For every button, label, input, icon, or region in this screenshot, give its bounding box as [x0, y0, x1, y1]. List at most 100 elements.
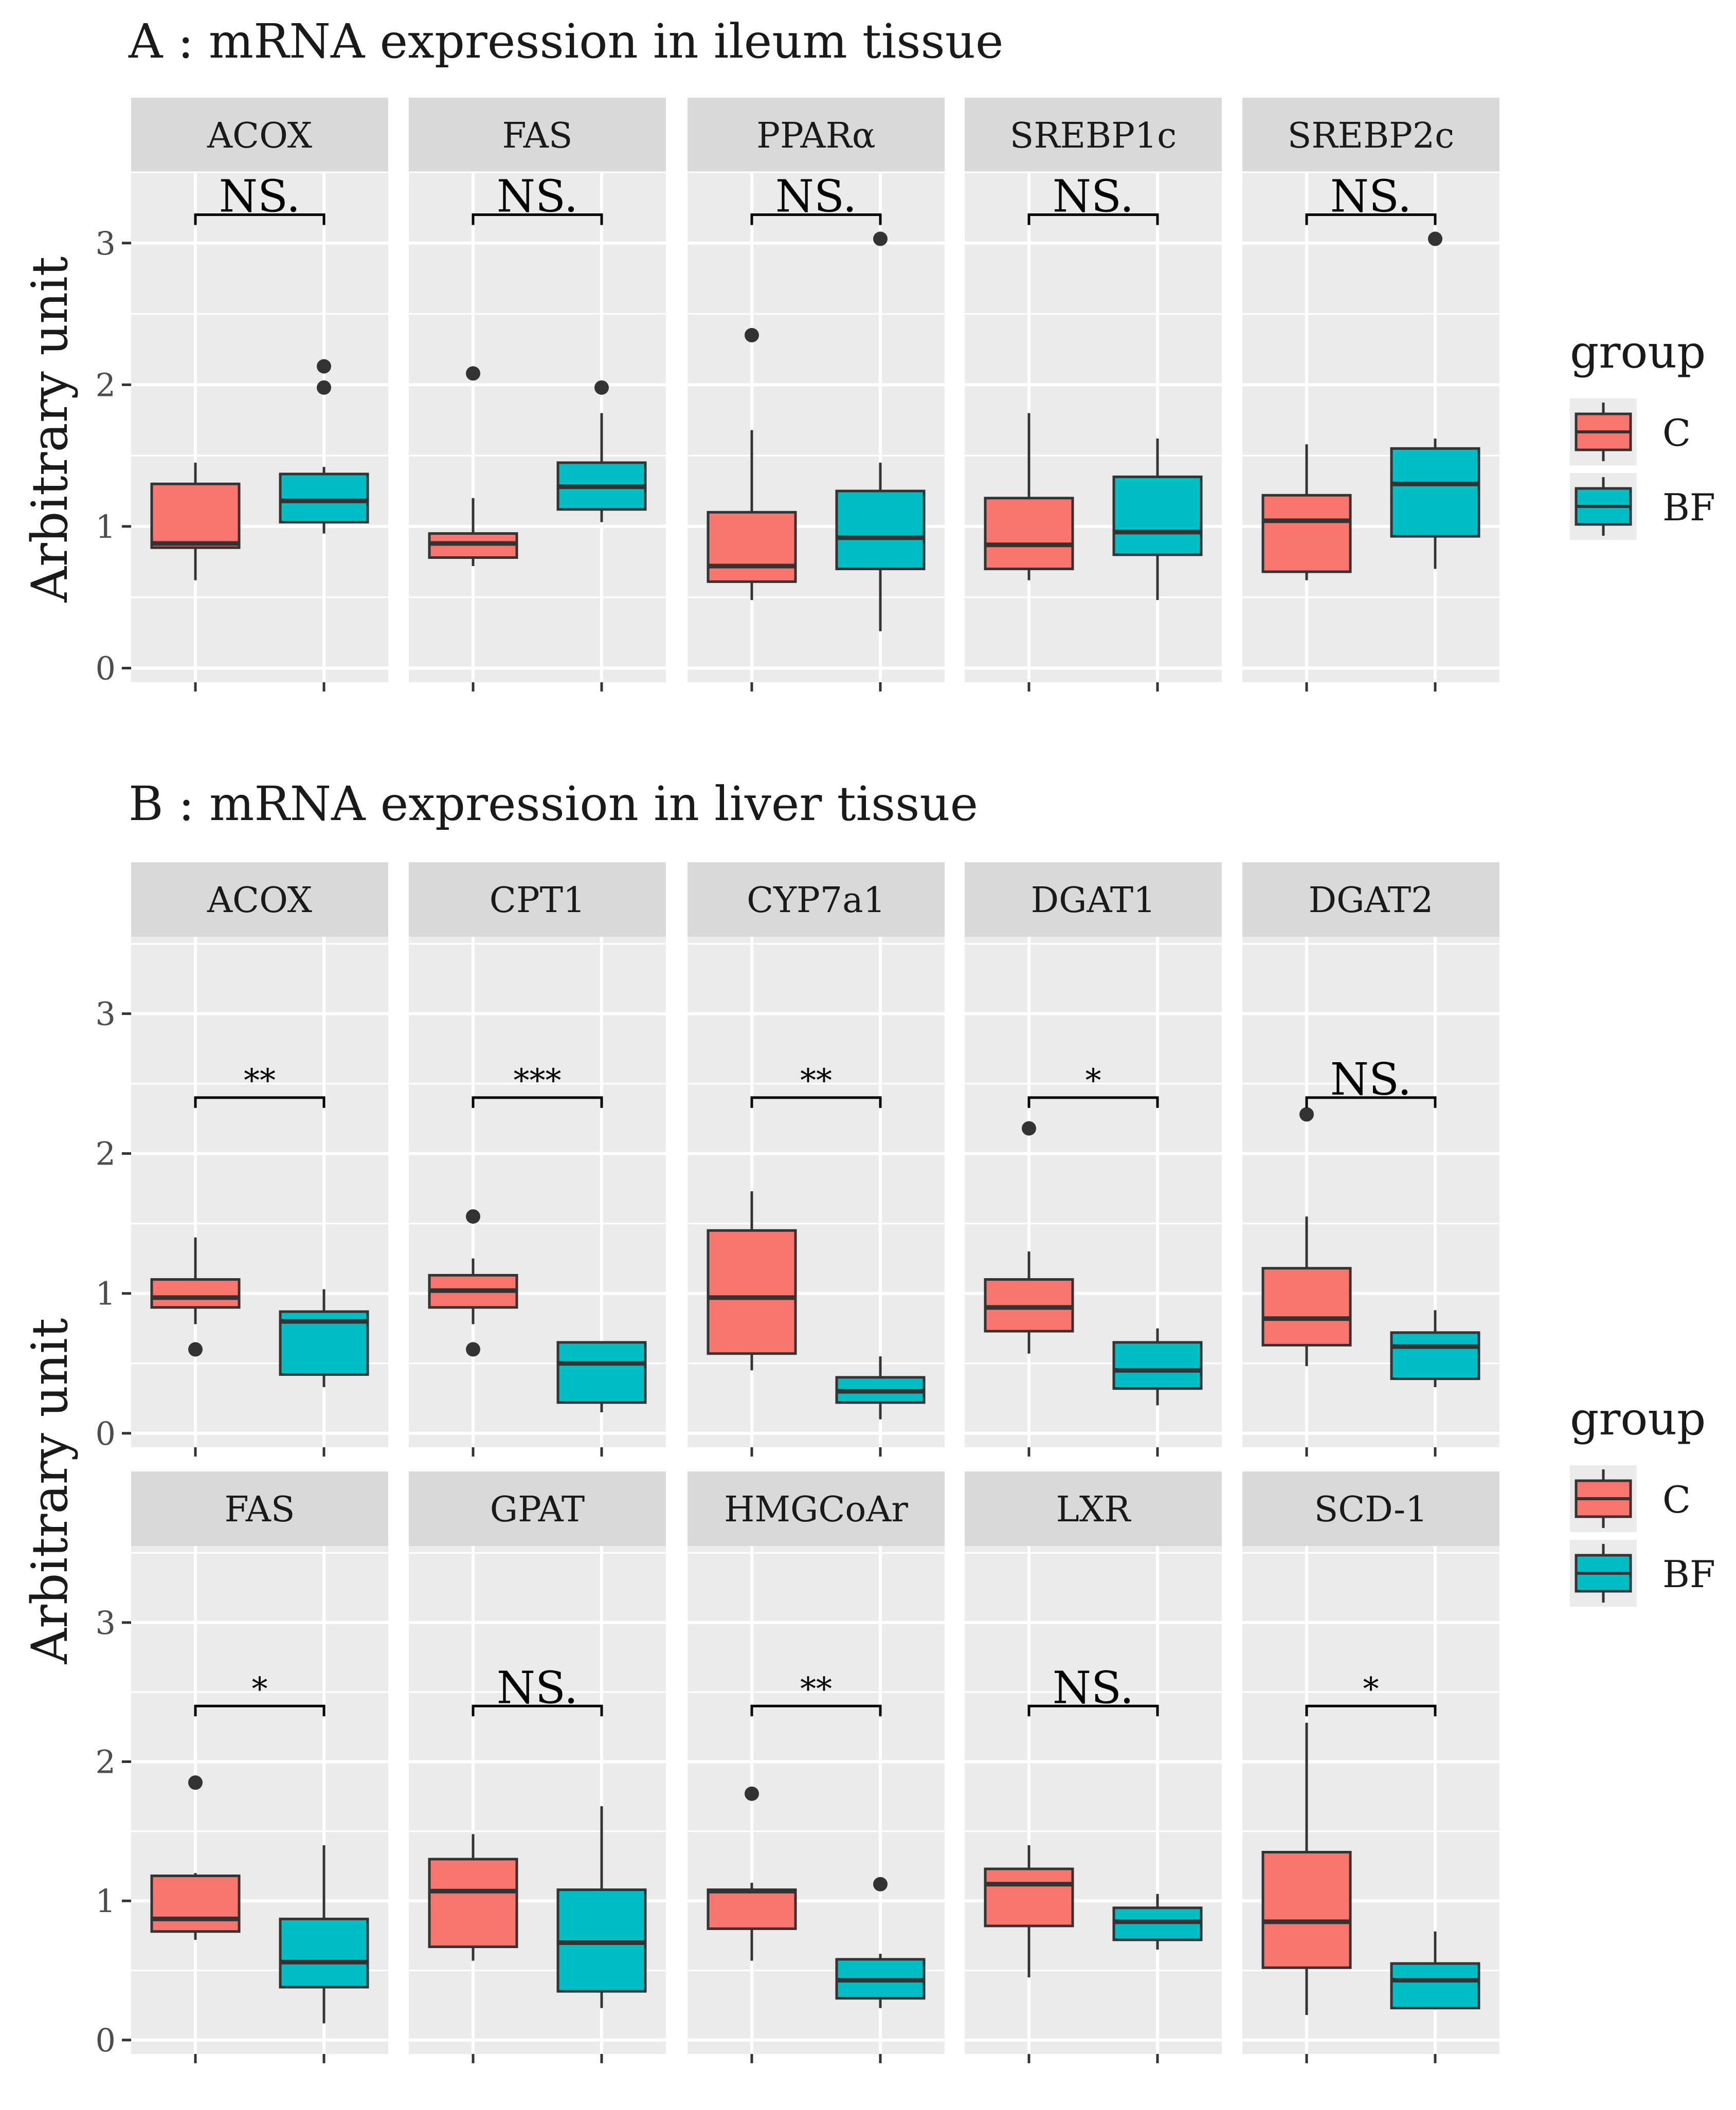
significance-label: *** — [514, 1062, 562, 1099]
box-c — [707, 1191, 797, 1371]
box-c — [707, 328, 797, 601]
box-iqr — [1261, 1851, 1352, 1969]
box-iqr — [1390, 1331, 1480, 1380]
significance-label: * — [1363, 1670, 1379, 1707]
facet-strip — [1242, 98, 1499, 172]
panel-liver: B : mRNA expression in liver tissue Arbi… — [21, 776, 1715, 2063]
box-iqr — [1112, 1341, 1203, 1390]
significance-bracket — [194, 1096, 326, 1108]
facet-label: LXR — [1056, 1489, 1132, 1530]
y-tick-label: 2 — [96, 1135, 116, 1173]
y-tick-label: 2 — [96, 366, 116, 404]
y-tick-label: 1 — [96, 508, 116, 545]
significance-bracket — [1305, 1704, 1437, 1717]
y-tick-label: 3 — [96, 225, 116, 262]
box-iqr — [707, 1888, 797, 1930]
facet-strip — [1242, 1471, 1499, 1546]
significance-bracket — [472, 1704, 603, 1717]
outlier-point — [188, 1775, 203, 1790]
significance-label: NS. — [1053, 171, 1134, 223]
panel-a-facets: ACOXNS.0123FASNS.PPARαNS.SREBP1cNS.SREBP… — [96, 98, 1499, 692]
y-tick-label: 3 — [96, 1604, 116, 1642]
legend-b: group C BF — [1570, 1392, 1715, 1607]
significance-label: ** — [244, 1062, 276, 1099]
facet-strip — [688, 862, 945, 937]
facet-strip — [409, 862, 666, 937]
significance-label: NS. — [219, 171, 300, 223]
facet-fas: FAS * 0 1 2 3 — [96, 1471, 388, 2063]
significance-bracket — [472, 1096, 603, 1108]
panel-a-title: A : mRNA expression in ileum tissue — [128, 14, 1003, 69]
box-iqr — [1261, 1267, 1352, 1347]
panel-b-title: B : mRNA expression in liver tissue — [129, 776, 978, 831]
outlier-point — [466, 1209, 480, 1224]
panel-a-ylabel: Arbitrary unit — [21, 257, 79, 603]
significance-bracket — [1305, 1096, 1437, 1108]
box-c — [150, 462, 241, 580]
facet-strip — [409, 98, 666, 172]
significance-bracket — [1027, 1096, 1159, 1108]
significance-label: * — [252, 1670, 268, 1707]
box-c — [428, 366, 518, 567]
box-c — [707, 1786, 797, 1961]
facet-strip — [131, 1471, 388, 1546]
legend-item-label: C — [1662, 411, 1691, 454]
facet-dgat1: DGAT1 * — [965, 862, 1222, 1457]
facet-label: SREBP2c — [1288, 116, 1455, 156]
facet-strip — [965, 98, 1222, 172]
legend-item-label: BF — [1662, 1553, 1715, 1596]
box-iqr — [1261, 494, 1352, 573]
plot-area — [688, 172, 945, 682]
box-iqr — [279, 472, 369, 524]
box-bf — [1390, 1931, 1480, 2010]
legend-a: group C BF — [1570, 325, 1715, 540]
outlier-point — [594, 380, 609, 395]
box-iqr — [556, 1341, 647, 1404]
facet-strip — [1242, 862, 1499, 937]
legend-item-bf: BF — [1570, 473, 1715, 540]
outlier-point — [873, 1877, 888, 1891]
box-bf — [1112, 1894, 1203, 1950]
facet-strip — [131, 98, 388, 172]
panel-ileum: A : mRNA expression in ileum tissue Arbi… — [21, 14, 1715, 692]
box-iqr — [428, 1858, 518, 1949]
significance-bracket — [750, 213, 882, 225]
significance-bracket — [1305, 213, 1437, 225]
facet-cyp7a1: CYP7a1 ** — [688, 862, 945, 1457]
box-bf — [279, 1845, 369, 2024]
facet-label: SCD-1 — [1314, 1489, 1428, 1530]
box-bf — [835, 1877, 926, 2008]
box-bf — [1390, 1310, 1480, 1388]
significance-bracket — [472, 213, 603, 225]
box-c — [428, 1209, 518, 1357]
legend-item-label: C — [1662, 1478, 1691, 1521]
legend-title: group — [1570, 1392, 1706, 1445]
facet-hmgcoar: HMGCoAr ** — [688, 1471, 945, 2063]
facet-label: CPT1 — [490, 880, 585, 921]
facet-scd-1: SCD-1 * — [1242, 1471, 1499, 2063]
facet-strip — [409, 1471, 666, 1546]
facet-label: ACOX — [207, 880, 313, 921]
box-bf — [279, 1289, 369, 1388]
y-tick-label: 0 — [96, 1415, 116, 1452]
box-iqr — [707, 511, 797, 583]
plot-area — [409, 172, 666, 682]
facet-label: DGAT2 — [1309, 880, 1434, 921]
outlier-point — [188, 1342, 203, 1357]
box-bf — [1112, 439, 1203, 601]
facet-gpat: GPAT NS. — [409, 1471, 666, 2063]
box-bf — [1112, 1328, 1203, 1406]
significance-label: ** — [800, 1670, 832, 1707]
legend-title: group — [1570, 325, 1706, 378]
box-c — [984, 1121, 1074, 1354]
significance-label: NS. — [1330, 171, 1412, 223]
box-bf — [1390, 231, 1480, 569]
outlier-point — [873, 231, 888, 246]
box-bf — [556, 1806, 647, 2008]
outlier-point — [1022, 1121, 1036, 1136]
facet-dgat2: DGAT2 NS. — [1242, 862, 1499, 1457]
y-tick-label: 1 — [96, 1882, 116, 1920]
panel-b-facets: ACOX**0123CPT1***CYP7a1**DGAT1*DGAT2NS.F… — [96, 862, 1499, 2063]
y-tick-label: 2 — [96, 1743, 116, 1781]
box-iqr — [150, 1278, 241, 1309]
